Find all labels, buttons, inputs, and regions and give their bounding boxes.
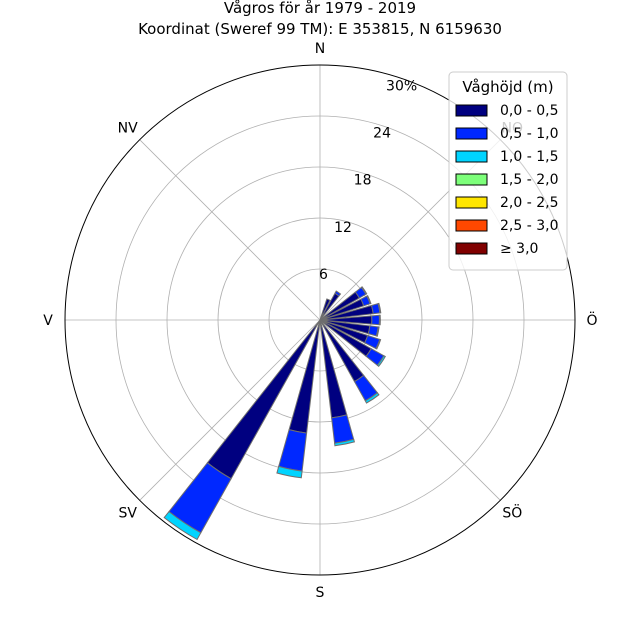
outer-ring <box>64 64 576 576</box>
rose-bars <box>163 286 386 541</box>
bar-segment-191.25-0 <box>288 319 321 434</box>
bar-segment-112.5-2 <box>375 338 382 350</box>
bar-segment-101.25-2 <box>375 326 380 337</box>
legend-swatch-1 <box>455 104 488 117</box>
bar-segment-213.75-2 <box>163 510 202 541</box>
bar-segment-168.75-2 <box>334 438 356 447</box>
bar-segment-146.25-2 <box>364 392 380 404</box>
grid-spoke-8 <box>139 139 321 321</box>
direction-label-n: N <box>315 41 325 57</box>
radial-tick-4: 24 <box>373 126 391 142</box>
legend-swatch-6 <box>455 219 488 232</box>
legend-label-7: ≥ 3,0 <box>500 241 538 257</box>
legend-swatch-7 <box>455 242 488 255</box>
direction-label-s: S <box>316 585 325 601</box>
radial-tick-3: 18 <box>354 173 372 189</box>
direction-label-ö: Ö <box>586 311 597 329</box>
legend-swatch-2 <box>455 127 488 140</box>
bar-segment-90-1 <box>371 314 380 326</box>
legend-label-4: 1,5 - 2,0 <box>500 172 558 188</box>
radial-tick-2: 12 <box>334 220 352 236</box>
legend-label-2: 0,5 - 1,0 <box>500 126 558 142</box>
bar-segment-90-2 <box>378 314 381 326</box>
bar-segment-168.75-1 <box>331 414 355 444</box>
legend-title: Våghöjd (m) <box>462 78 553 96</box>
polar-grid <box>65 65 575 575</box>
legend-swatch-4 <box>455 173 488 186</box>
radial-tick-labels: 6 12 18 24 30% <box>319 78 417 283</box>
direction-label-sö: SÖ <box>502 503 522 521</box>
bar-segment-78.75-2 <box>377 302 382 314</box>
radial-tick-1: 6 <box>319 267 328 283</box>
legend-label-1: 0,0 - 0,5 <box>500 103 558 119</box>
bar-segment-191.25-2 <box>276 465 303 479</box>
bar-segment-67.5-2 <box>366 295 372 305</box>
legend-label-5: 2,0 - 2,5 <box>500 195 558 211</box>
chart-title: Vågros för år 1979 - 2019 <box>224 0 416 17</box>
direction-labels: NNOÖSÖSSVVNV <box>43 41 597 601</box>
radial-tick-5: 30% <box>386 78 417 94</box>
grid-spoke-4 <box>319 319 501 501</box>
bar-segment-123.75-2 <box>376 355 386 367</box>
direction-label-sv: SV <box>118 505 137 521</box>
legend-label-3: 1,0 - 1,5 <box>500 149 558 165</box>
legend-label-6: 2,5 - 3,0 <box>500 218 558 234</box>
bar-segment-33.75-1 <box>334 290 342 297</box>
direction-label-nv: NV <box>118 121 138 137</box>
legend-items: 0,0 - 0,5 0,5 - 1,0 1,0 - 1,5 1,5 - 2,0 2,0 … <box>455 103 558 257</box>
grid-spoke-6 <box>139 319 321 501</box>
direction-label-v: V <box>43 313 53 329</box>
legend: Våghöjd (m) 0,0 - 0,5 0,5 - 1,0 1,0 - 1,5 1… <box>448 71 568 271</box>
chart-subtitle: Koordinat (Sweref 99 TM): E 353815, N 61… <box>138 20 502 38</box>
legend-swatch-5 <box>455 196 488 209</box>
bar-segment-56.25-2 <box>360 286 368 295</box>
bar-segment-191.25-1 <box>278 428 308 472</box>
legend-swatch-3 <box>455 150 488 163</box>
